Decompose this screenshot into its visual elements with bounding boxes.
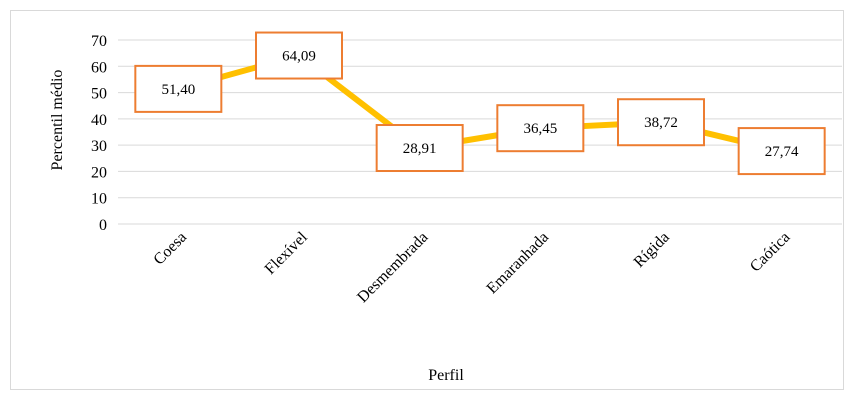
data-label: 51,40	[134, 64, 223, 113]
x-axis-ticks: Coesa Flexível Desmembrada Emaranhada Rígida…	[150, 228, 793, 306]
data-label-box	[737, 127, 826, 176]
x-tick-label: Flexível	[262, 228, 311, 277]
data-label-box	[496, 104, 585, 153]
y-tick-label: 0	[99, 217, 107, 234]
data-label: 27,74	[737, 127, 826, 176]
x-tick-label: Caótica	[747, 229, 794, 276]
x-tick-label: Rígida	[631, 229, 673, 271]
x-tick-label: Emaranhada	[484, 229, 553, 298]
data-label-box	[255, 31, 343, 80]
y-tick-label: 60	[91, 59, 107, 76]
x-axis-label: Perfil	[428, 367, 464, 384]
data-label: 64,09	[255, 31, 343, 80]
data-label: 28,91	[375, 124, 464, 173]
data-label-text: 36,45	[523, 121, 557, 137]
y-tick-label: 20	[91, 164, 107, 181]
y-tick-label: 50	[91, 86, 107, 103]
y-tick-label: 10	[91, 191, 107, 208]
data-label-text: 28,91	[403, 141, 437, 157]
y-axis-ticks: 0 10 20 30 40 50 60 70	[91, 33, 107, 234]
data-label: 36,45	[496, 104, 585, 153]
data-label: 38,72	[617, 98, 705, 147]
data-label-text: 51,40	[161, 82, 195, 98]
x-tick-label: Coesa	[150, 229, 190, 269]
data-label-box	[375, 124, 464, 173]
gridlines	[118, 39, 842, 225]
data-label-text: 38,72	[644, 115, 678, 131]
data-label-text: 27,74	[765, 144, 799, 160]
data-label-box	[617, 98, 705, 147]
y-tick-label: 70	[91, 33, 107, 50]
y-tick-label: 30	[91, 138, 107, 155]
data-label-box	[134, 64, 223, 113]
y-axis-label: Percentil médio	[49, 70, 66, 171]
y-tick-label: 40	[91, 112, 107, 129]
data-labels: 51,40 64,09 28,91 36,45 38,72 27,74	[134, 31, 826, 176]
x-tick-label: Desmembrada	[354, 229, 431, 306]
data-label-text: 64,09	[282, 49, 316, 65]
